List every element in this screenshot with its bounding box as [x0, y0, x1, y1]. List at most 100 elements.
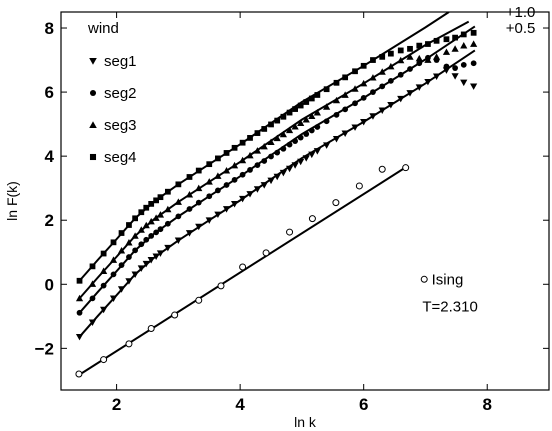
data-point-seg3	[323, 103, 331, 110]
y-tick-label: 2	[45, 211, 54, 230]
data-point-seg3	[185, 190, 194, 198]
data-point-seg3	[460, 42, 468, 49]
annotation-text: Ising	[432, 271, 464, 288]
data-point-seg1	[100, 306, 108, 314]
data-point-seg3	[152, 214, 160, 221]
ticks: 2 4 6 8 −2 0 2 4 6 8	[35, 12, 549, 414]
data-point-ising	[332, 199, 340, 207]
data-point-seg4	[138, 209, 145, 216]
data-point-seg4	[416, 42, 423, 49]
data-point-ising	[217, 282, 225, 290]
data-point-seg2	[164, 220, 171, 227]
data-point-seg2	[206, 193, 213, 200]
data-point-seg4	[215, 155, 221, 162]
data-point-seg1	[142, 260, 150, 268]
data-point-seg3	[351, 85, 359, 92]
data-point-seg2	[286, 141, 293, 148]
data-point-seg3	[273, 134, 281, 142]
data-point-seg1	[174, 237, 182, 245]
y-tick-label: 0	[45, 275, 54, 294]
data-point-ising	[262, 249, 270, 257]
data-point-seg1	[369, 113, 377, 120]
data-point-seg4	[195, 167, 202, 174]
data-point-seg2	[314, 124, 321, 130]
data-point-seg1	[147, 257, 155, 264]
y-tick-label: 4	[45, 147, 55, 166]
data-point-seg1	[397, 95, 405, 103]
data-point-seg3	[279, 130, 287, 138]
data-point-seg4	[157, 194, 164, 201]
legend-marker-seg4	[89, 153, 97, 161]
data-point-seg1	[470, 83, 478, 90]
data-point-seg1	[297, 158, 305, 166]
data-point-seg4	[460, 31, 467, 38]
data-point-seg1	[351, 124, 359, 131]
data-point-seg3	[109, 256, 118, 263]
legend-title: wind	[87, 20, 119, 37]
y-tick-label: 8	[45, 19, 54, 38]
data-point-seg2	[143, 236, 150, 243]
data-point-seg4	[360, 62, 367, 69]
legend-label-seg3: seg3	[104, 117, 137, 134]
legend-marker-seg2	[89, 89, 97, 97]
data-point-seg3	[369, 74, 377, 81]
data-point-seg2	[452, 65, 458, 71]
data-point-seg1	[214, 211, 222, 219]
data-point-seg3	[406, 53, 414, 60]
data-point-seg1	[313, 148, 321, 155]
data-point-seg3	[156, 211, 165, 218]
data-point-seg1	[137, 265, 145, 272]
data-point-seg2	[215, 187, 221, 194]
data-point-seg3	[360, 79, 368, 87]
data-point-seg4	[132, 215, 139, 222]
data-point-seg1	[273, 173, 281, 181]
data-point-ising	[171, 311, 179, 319]
data-point-seg2	[153, 229, 160, 236]
data-point-seg1	[323, 142, 331, 149]
data-point-seg4	[153, 197, 160, 204]
data-point-ising	[239, 263, 247, 271]
data-point-seg2	[157, 226, 164, 233]
data-point-seg4	[333, 79, 340, 86]
data-point-seg4	[118, 230, 125, 236]
data-point-seg3	[174, 198, 182, 205]
data-point-seg2	[100, 282, 107, 289]
data-point-seg2	[460, 61, 467, 68]
data-point-seg3	[205, 178, 213, 185]
data-point-seg1	[360, 118, 368, 126]
data-point-seg4	[175, 181, 182, 188]
data-point-seg2	[231, 176, 238, 183]
data-point-seg3	[432, 53, 441, 60]
data-point-seg1	[75, 333, 84, 341]
data-point-seg2	[443, 63, 450, 70]
data-point-seg2	[186, 206, 193, 212]
data-point-seg1	[387, 102, 395, 109]
data-point-seg3	[239, 156, 247, 164]
data-point-ising	[75, 370, 83, 378]
data-point-ising	[125, 340, 133, 348]
data-point-seg2	[195, 199, 202, 206]
data-point-seg4	[387, 50, 394, 57]
data-point-seg2	[308, 127, 315, 134]
data-point-seg1	[432, 73, 441, 80]
data-point-seg4	[76, 277, 83, 284]
data-point-seg2	[118, 262, 125, 268]
legend: wind seg1 seg2 seg3 seg4	[87, 20, 137, 166]
data-point-seg3	[117, 247, 126, 254]
data-point-seg4	[126, 222, 132, 228]
data-point-seg1	[205, 217, 213, 224]
data-point-seg3	[470, 40, 478, 47]
data-point-seg3	[137, 226, 145, 233]
y-tick-label: 6	[45, 83, 54, 102]
plot-area	[60, 11, 550, 391]
data-point-seg4	[247, 135, 253, 141]
data-point-seg3	[267, 138, 275, 145]
data-point-ising	[195, 296, 203, 304]
data-point-seg2	[416, 60, 423, 67]
data-point-seg3	[297, 119, 305, 127]
data-point-seg1	[195, 223, 203, 231]
data-point-seg4	[89, 263, 96, 270]
data-point-seg1	[291, 162, 299, 169]
data-point-seg1	[125, 278, 133, 285]
data-point-seg3	[302, 116, 310, 123]
